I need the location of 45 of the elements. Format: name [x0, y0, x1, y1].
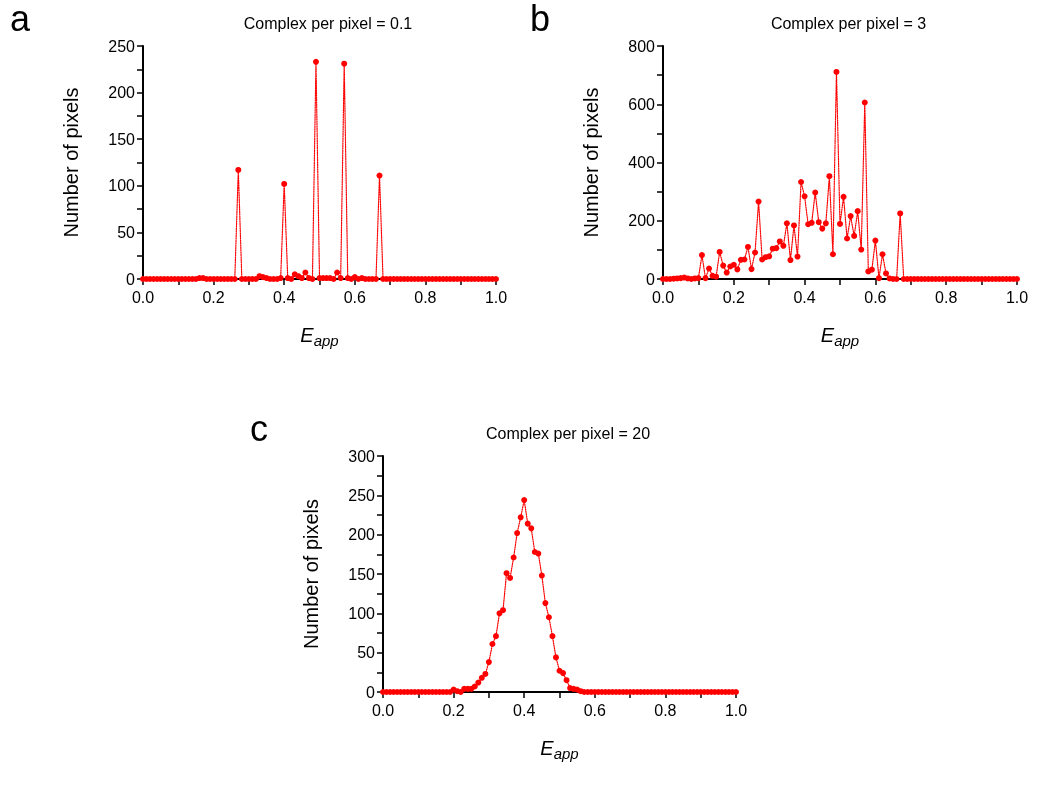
- x-tick-label: 0.0: [651, 288, 675, 306]
- text: b: [530, 0, 551, 39]
- x-tick-label: 1.0: [484, 288, 508, 306]
- x-tick-label: 1.0: [724, 701, 748, 719]
- y-axis-title: Number of pixels: [580, 87, 602, 238]
- chart-title: Complex per pixel = 0.1: [243, 14, 413, 32]
- y-tick-label: 0: [126, 270, 136, 288]
- x-tick-label: 0.2: [722, 288, 746, 306]
- y-axis-title: Number of pixels: [300, 498, 322, 650]
- y-tick-label: 150: [348, 565, 376, 583]
- x-tick-label: 0.4: [793, 288, 816, 306]
- y-tick-label: 200: [628, 212, 656, 230]
- y-tick-label: 600: [628, 95, 656, 113]
- y-tick-label: 0: [366, 683, 376, 701]
- x-tick-label: 0.2: [442, 701, 465, 719]
- x-tick-label: 0.8: [414, 288, 437, 306]
- x-tick-label: 0.2: [202, 288, 225, 306]
- y-axis-title: Number of pixels: [60, 87, 82, 238]
- x-tick-label: 0.4: [513, 701, 536, 719]
- x-tick-label: 0.8: [654, 701, 677, 719]
- x-tick-label: 0.4: [273, 288, 296, 306]
- y-tick-label: 150: [108, 130, 136, 148]
- y-tick-label: 300: [348, 447, 376, 465]
- x-tick-label: 0.0: [131, 288, 155, 306]
- y-tick-label: 250: [108, 37, 136, 55]
- x-tick-label: 0.0: [371, 701, 395, 719]
- y-tick-label: 400: [628, 154, 656, 171]
- y-tick-label: 100: [348, 604, 376, 622]
- x-tick-label: 0.6: [864, 288, 887, 306]
- y-tick-label: 200: [348, 526, 376, 544]
- text: a: [10, 0, 31, 39]
- y-tick-label: 50: [357, 644, 376, 662]
- y-tick-label: 800: [628, 37, 656, 55]
- y-tick-label: 200: [108, 84, 136, 102]
- x-tick-label: 0.8: [935, 288, 958, 306]
- y-tick-label: 250: [348, 486, 376, 504]
- y-tick-label: 50: [117, 223, 136, 241]
- chart-title: Complex per pixel = 20: [485, 424, 651, 442]
- x-tick-label: 1.0: [1005, 288, 1029, 306]
- y-tick-label: 100: [108, 177, 136, 195]
- y-tick-label: 0: [646, 270, 656, 288]
- text: c: [250, 407, 268, 449]
- x-tick-label: 0.6: [343, 288, 367, 306]
- chart-title: Complex per pixel = 3: [770, 14, 927, 32]
- x-tick-label: 0.6: [583, 701, 607, 719]
